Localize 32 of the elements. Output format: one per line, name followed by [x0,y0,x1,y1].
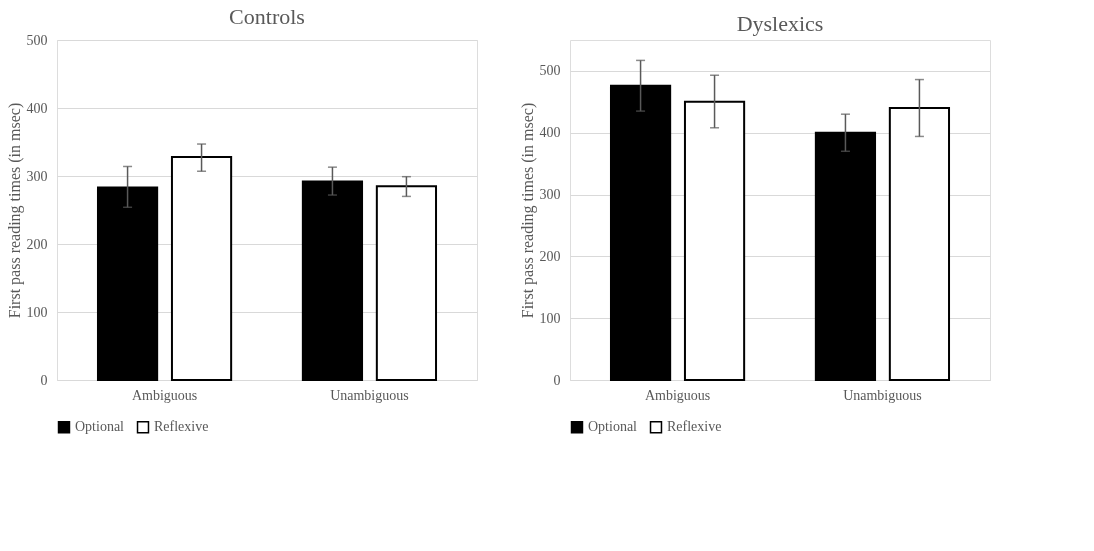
bar [375,185,438,381]
y-tick-label: 300 [539,187,561,203]
y-tick-label: 200 [26,236,48,252]
y-tick-label: 500 [26,32,48,48]
legend-label: Reflexive [667,419,722,435]
y-tick-label: 300 [26,168,48,184]
bar [170,155,233,381]
y-tick-label: 400 [539,125,561,141]
bar [96,186,159,381]
y-axis-title: First pass reading times (in msec) [518,102,537,319]
bar [888,107,951,381]
legend-label: Reflexive [154,419,209,435]
legend-label: Optional [588,419,638,435]
bar [609,84,672,381]
y-tick-label: 500 [539,63,561,79]
bar [814,131,877,381]
y-tick-label: 0 [553,372,561,388]
y-tick-label: 100 [26,304,48,320]
y-axis-title: First pass reading times (in msec) [5,102,24,319]
x-tick-label: Unambiguous [843,387,922,403]
chart-title: Controls [229,4,305,29]
legend-label: Optional [75,419,125,435]
y-tick-label: 200 [539,248,561,264]
bar [683,100,746,381]
bar [301,180,364,381]
x-tick-label: Ambiguous [131,387,198,403]
y-tick-label: 400 [26,100,48,116]
y-tick-label: 100 [539,310,561,326]
x-tick-label: Unambiguous [330,387,409,403]
x-tick-label: Ambiguous [644,387,711,403]
chart-title: Dyslexics [736,11,824,36]
y-tick-label: 0 [40,372,48,388]
